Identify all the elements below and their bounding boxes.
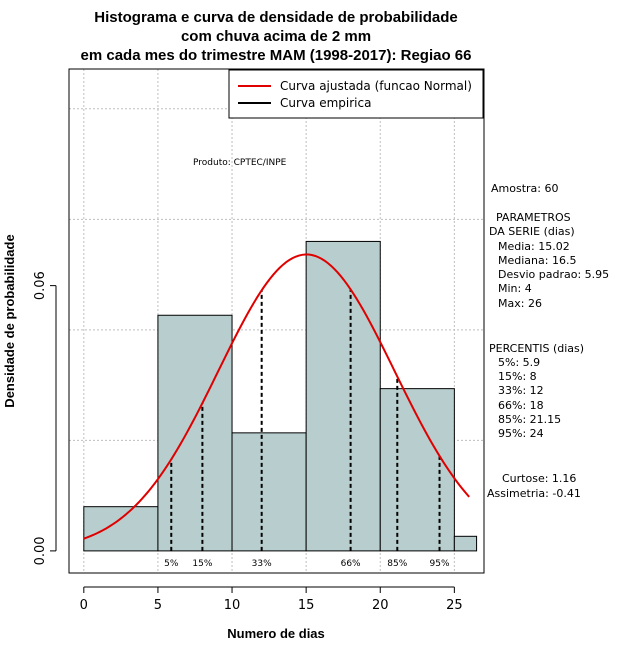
percentile-label: 33% bbox=[252, 559, 272, 569]
param-max: Max: 26 bbox=[498, 297, 542, 310]
legend-label-normal: Curva ajustada (funcao Normal) bbox=[280, 79, 472, 93]
param-desvio: Desvio padrao: 5.95 bbox=[498, 268, 609, 281]
histogram-bar bbox=[157, 314, 233, 552]
chart-title-line-3: em cada mes do trimestre MAM (1998-2017)… bbox=[81, 47, 472, 64]
percentile-label: 66% bbox=[341, 559, 361, 569]
legend: Curva ajustada (funcao Normal) Curva emp… bbox=[228, 69, 484, 119]
histogram-bar bbox=[231, 432, 307, 552]
plot-frame bbox=[68, 68, 485, 574]
percentile-label: 95% bbox=[430, 559, 450, 569]
x-tick-label: 25 bbox=[446, 598, 463, 613]
histogram-bar bbox=[305, 240, 381, 552]
curtose-text: Curtose: 1.16 bbox=[502, 472, 576, 485]
percentile-lines-layer: 5% 15% 33% 66% 85% 95% bbox=[164, 289, 450, 569]
assimetria-text: Assimetria: -0.41 bbox=[487, 487, 581, 500]
percentil-15: 15%: 8 bbox=[498, 370, 537, 383]
x-tick-label: 15 bbox=[298, 598, 315, 613]
percentil-85: 85%: 21.15 bbox=[498, 413, 561, 426]
histogram-bar bbox=[379, 388, 455, 552]
percentil-33: 33%: 12 bbox=[498, 384, 544, 397]
axis-layer: 0 5 10 15 20 25 0.00 0.06 bbox=[33, 271, 463, 613]
chart-title-line-1: Histograma e curva de densidade de proba… bbox=[94, 9, 457, 26]
legend-box bbox=[228, 69, 484, 119]
normal-density-curve bbox=[83, 253, 470, 540]
param-media: Media: 15.02 bbox=[498, 240, 570, 253]
params-title-1: PARAMETROS bbox=[496, 211, 571, 224]
percentile-label: 85% bbox=[387, 559, 407, 569]
percentile-label: 15% bbox=[192, 559, 212, 569]
histogram-bar bbox=[453, 535, 478, 552]
x-tick-label: 20 bbox=[372, 598, 389, 613]
y-tick-label: 0.00 bbox=[33, 536, 48, 565]
histogram-bar bbox=[83, 506, 159, 552]
amostra-text: Amostra: 60 bbox=[491, 182, 558, 195]
y-tick-label: 0.06 bbox=[33, 271, 48, 300]
param-min: Min: 4 bbox=[498, 282, 532, 295]
percentil-95: 95%: 24 bbox=[498, 427, 544, 440]
chart-title-line-2: com chuva acima de 2 mm bbox=[181, 28, 371, 45]
params-title-2: DA SERIE (dias) bbox=[489, 225, 575, 238]
side-panel: Amostra: 60 PARAMETROS DA SERIE (dias) M… bbox=[487, 182, 609, 500]
param-mediana: Mediana: 16.5 bbox=[498, 254, 576, 267]
x-tick-label: 5 bbox=[154, 598, 162, 613]
percentil-66: 66%: 18 bbox=[498, 399, 544, 412]
curve-layer bbox=[83, 253, 470, 540]
percentile-label: 5% bbox=[164, 559, 179, 569]
x-tick-label: 10 bbox=[224, 598, 241, 613]
x-axis-title: Numero de dias bbox=[227, 626, 325, 641]
legend-label-empirical: Curva empirica bbox=[280, 96, 371, 110]
percentil-5: 5%: 5.9 bbox=[498, 356, 540, 369]
product-annotation: Produto: CPTEC/INPE bbox=[193, 158, 287, 168]
bars-layer bbox=[83, 240, 478, 552]
y-axis-title: Densidade de probabilidade bbox=[2, 234, 17, 407]
percentis-title: PERCENTIS (dias) bbox=[489, 342, 584, 355]
x-tick-label: 0 bbox=[80, 598, 88, 613]
